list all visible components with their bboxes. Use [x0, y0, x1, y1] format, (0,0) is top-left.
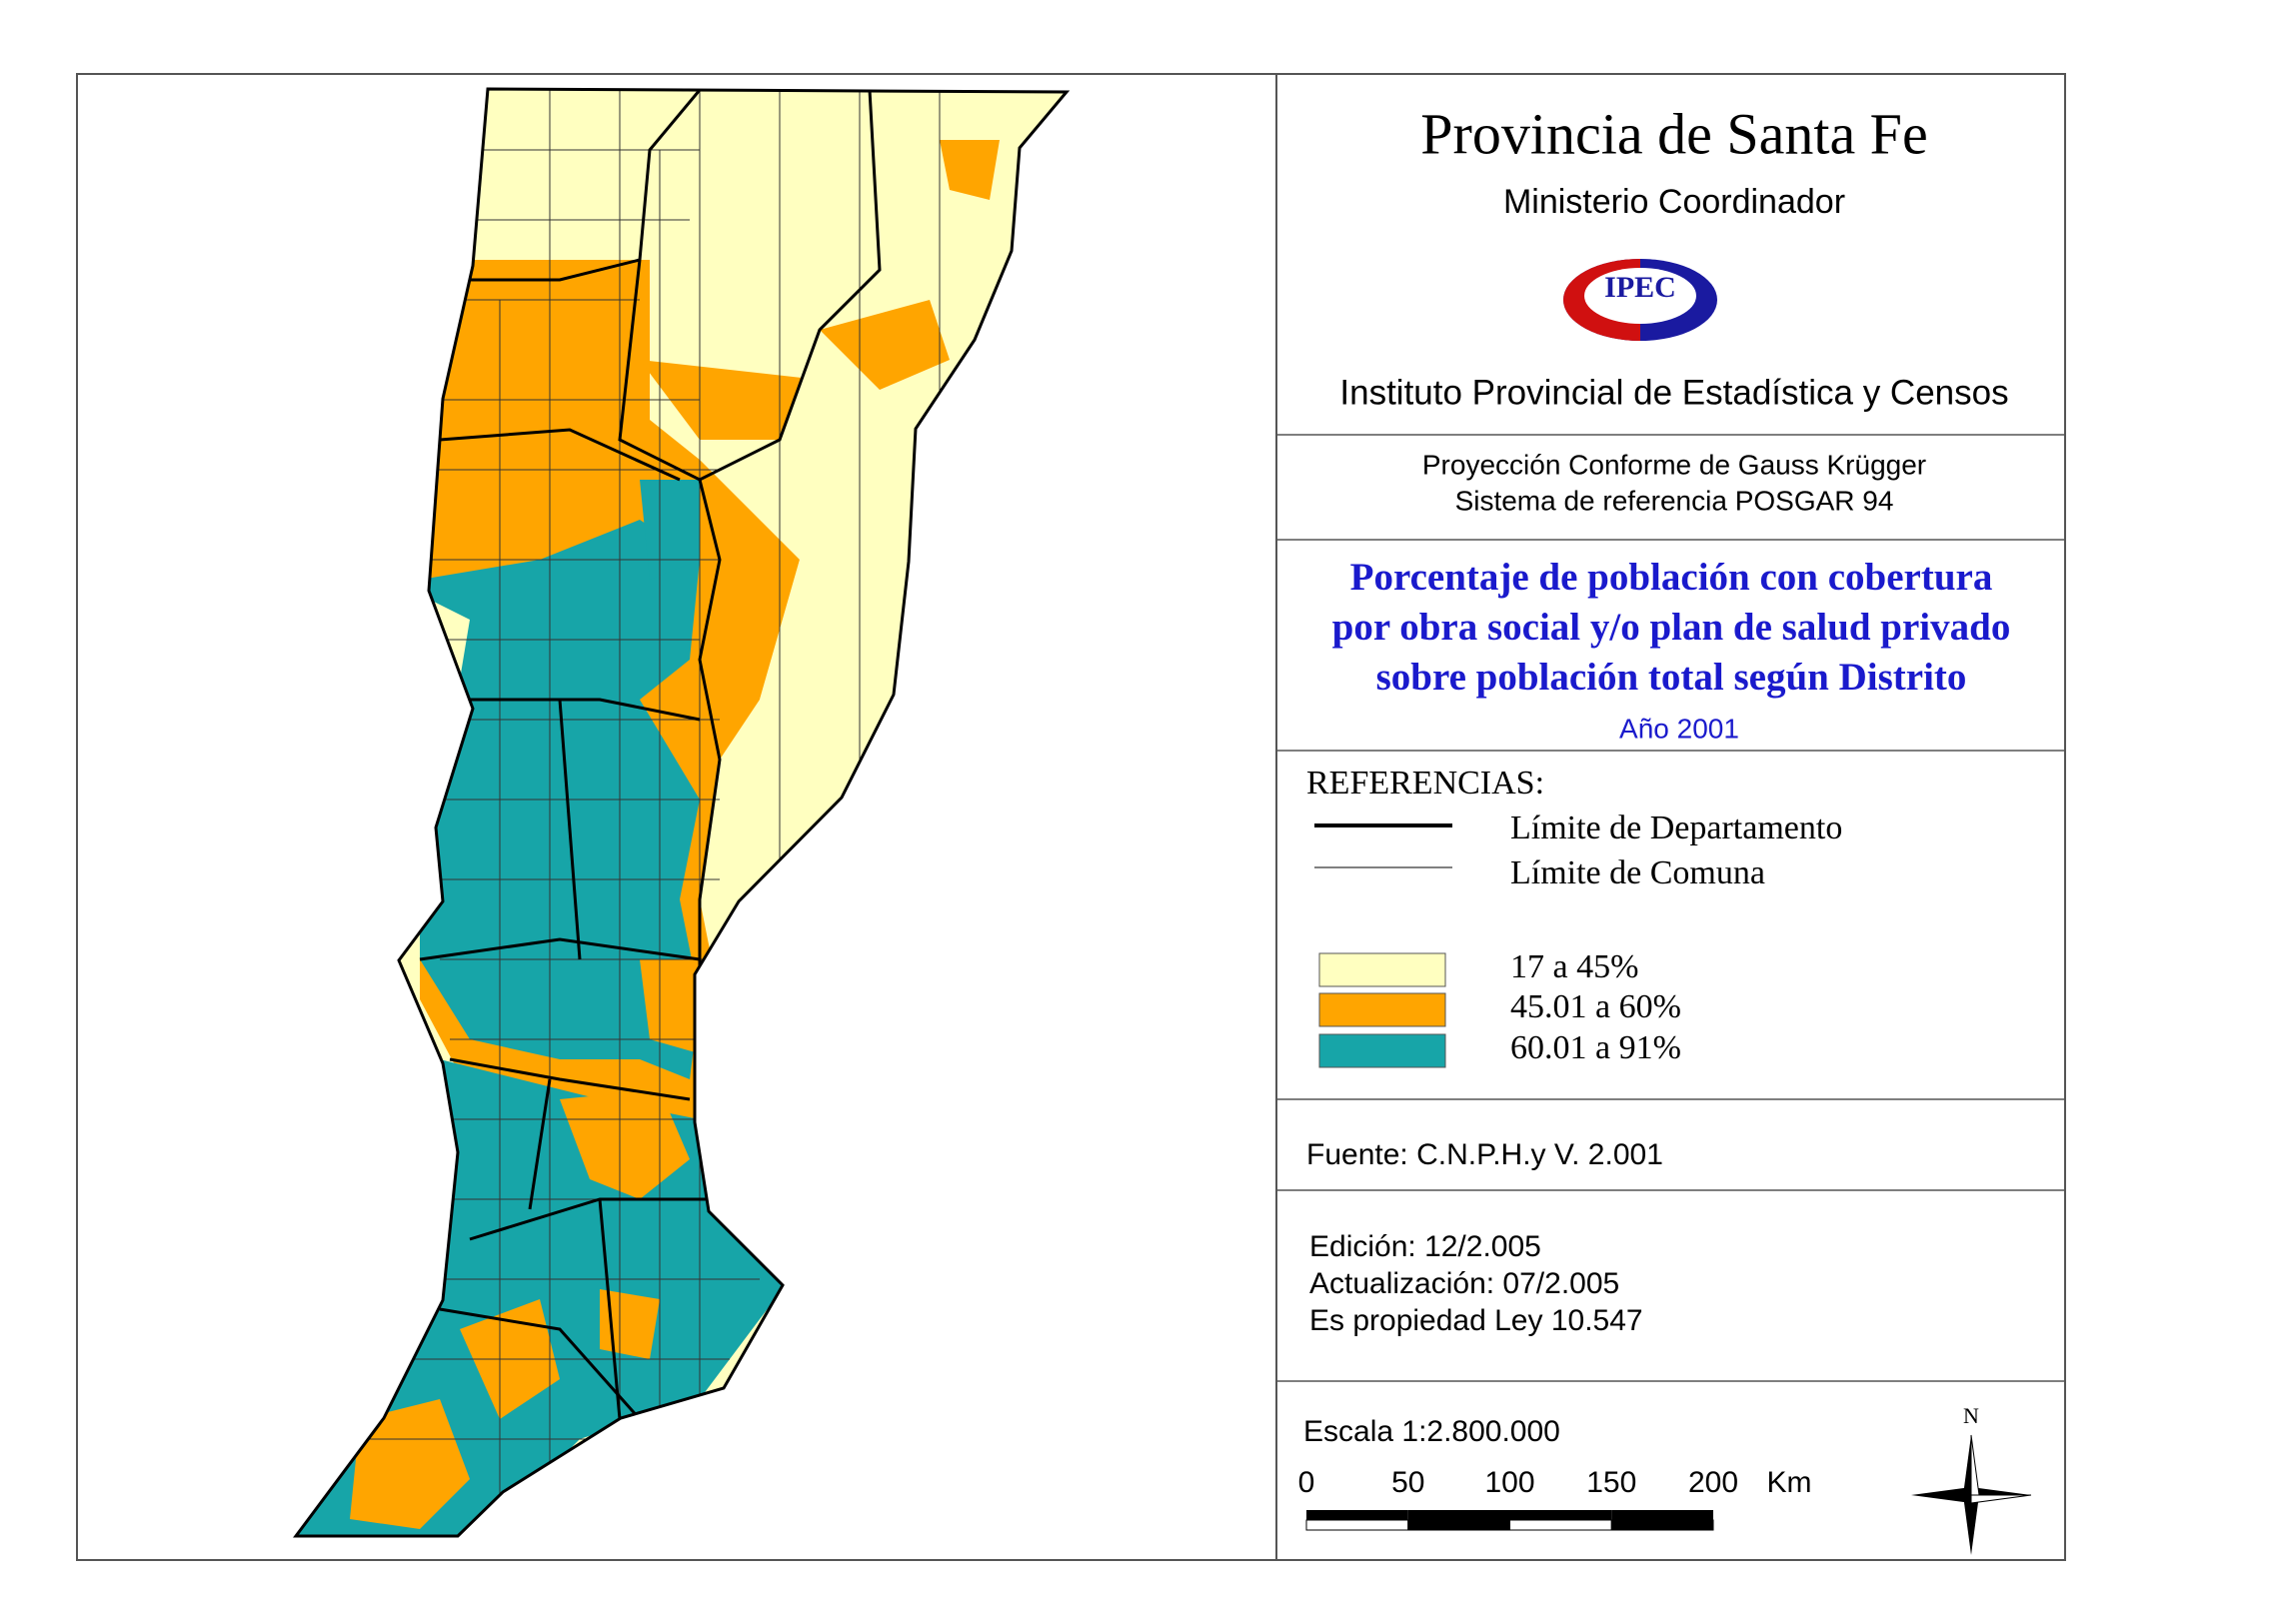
commune-boundaries [340, 90, 941, 1519]
map-title-line: por obra social y/o plan de salud privad… [1332, 606, 2011, 649]
compass: N [1911, 1403, 2032, 1555]
scale-tick-label: 50 [1391, 1466, 1424, 1499]
compass-north: N [1963, 1403, 1979, 1428]
legend-heading: REFERENCIAS: [1306, 765, 1544, 802]
scale-segment [1305, 1519, 1409, 1531]
edition: Es propiedad Ley 10.547 [1309, 1304, 1643, 1337]
scale-segment [1611, 1510, 1713, 1520]
title: Provincia de Santa Fe [1420, 101, 1927, 166]
legend-label: Límite de Departamento [1510, 810, 1842, 846]
frame [76, 73, 2066, 1561]
legend-swatch [1318, 1033, 1446, 1068]
legend-swatch [1318, 992, 1446, 1027]
legend-label: Límite de Comuna [1510, 854, 1765, 891]
district-area [350, 1399, 470, 1529]
legend-swatch [1318, 952, 1446, 987]
legend-classes: 17 a 45%45.01 a 60% 60.01 a 91% [1318, 948, 1681, 1068]
district-area [820, 300, 950, 390]
projection: Proyección Conforme de Gauss Krügger [1422, 449, 1926, 480]
scale-segment [1306, 1510, 1408, 1520]
edition: Actualización: 07/2.005 [1309, 1267, 1619, 1300]
legend-label: 60.01 a 91% [1510, 1029, 1681, 1066]
panel-separators [1276, 434, 2065, 1382]
district-area [640, 360, 820, 440]
scale-tick-label: 150 [1586, 1466, 1636, 1499]
legend-label: 45.01 a 60% [1510, 988, 1681, 1025]
district-area [940, 140, 1000, 200]
province-map [296, 89, 1067, 1536]
institute: Instituto Provincial de Estadística y Ce… [1339, 373, 2008, 412]
map-title-line: sobre población total según Distrito [1376, 656, 1967, 699]
scale-tick-label: 100 [1484, 1466, 1534, 1499]
province-outline [293, 87, 1071, 1538]
scale-segment [1610, 1519, 1714, 1531]
projection: Sistema de referencia POSGAR 94 [1455, 485, 1894, 516]
edition: Edición: 12/2.005 [1309, 1230, 1541, 1263]
scale-label: Escala 1:2.800.000 [1303, 1415, 1560, 1448]
district-area [560, 1089, 690, 1199]
district-area [640, 480, 700, 580]
subtitle: Ministerio Coordinador [1503, 183, 1845, 221]
scale-unit: Km [1767, 1466, 1812, 1499]
scale-bar: 0 50 100 150 200 Km [1298, 1466, 1812, 1531]
district-area [700, 90, 1067, 899]
logo: IPEC [1563, 259, 1717, 341]
map-title-line: Porcentaje de población con cobertura [1350, 556, 1993, 599]
scale-segment [1509, 1519, 1612, 1531]
map-title: Porcentaje de población con cobertura po… [1332, 556, 2011, 744]
scale-segment [1407, 1519, 1510, 1531]
source: Fuente: C.N.P.H.y V. 2.001 [1306, 1138, 1663, 1171]
year: Año 2001 [1619, 713, 1739, 744]
scale-segment [1407, 1510, 1510, 1520]
scale-segment [1509, 1510, 1612, 1520]
logo-text: IPEC [1604, 271, 1676, 304]
scale-tick-label: 0 [1298, 1466, 1315, 1499]
legend-label: 17 a 45% [1510, 948, 1638, 985]
district-area [600, 1289, 660, 1359]
scale-tick-label: 200 [1688, 1466, 1738, 1499]
department-boundaries [419, 89, 882, 1420]
